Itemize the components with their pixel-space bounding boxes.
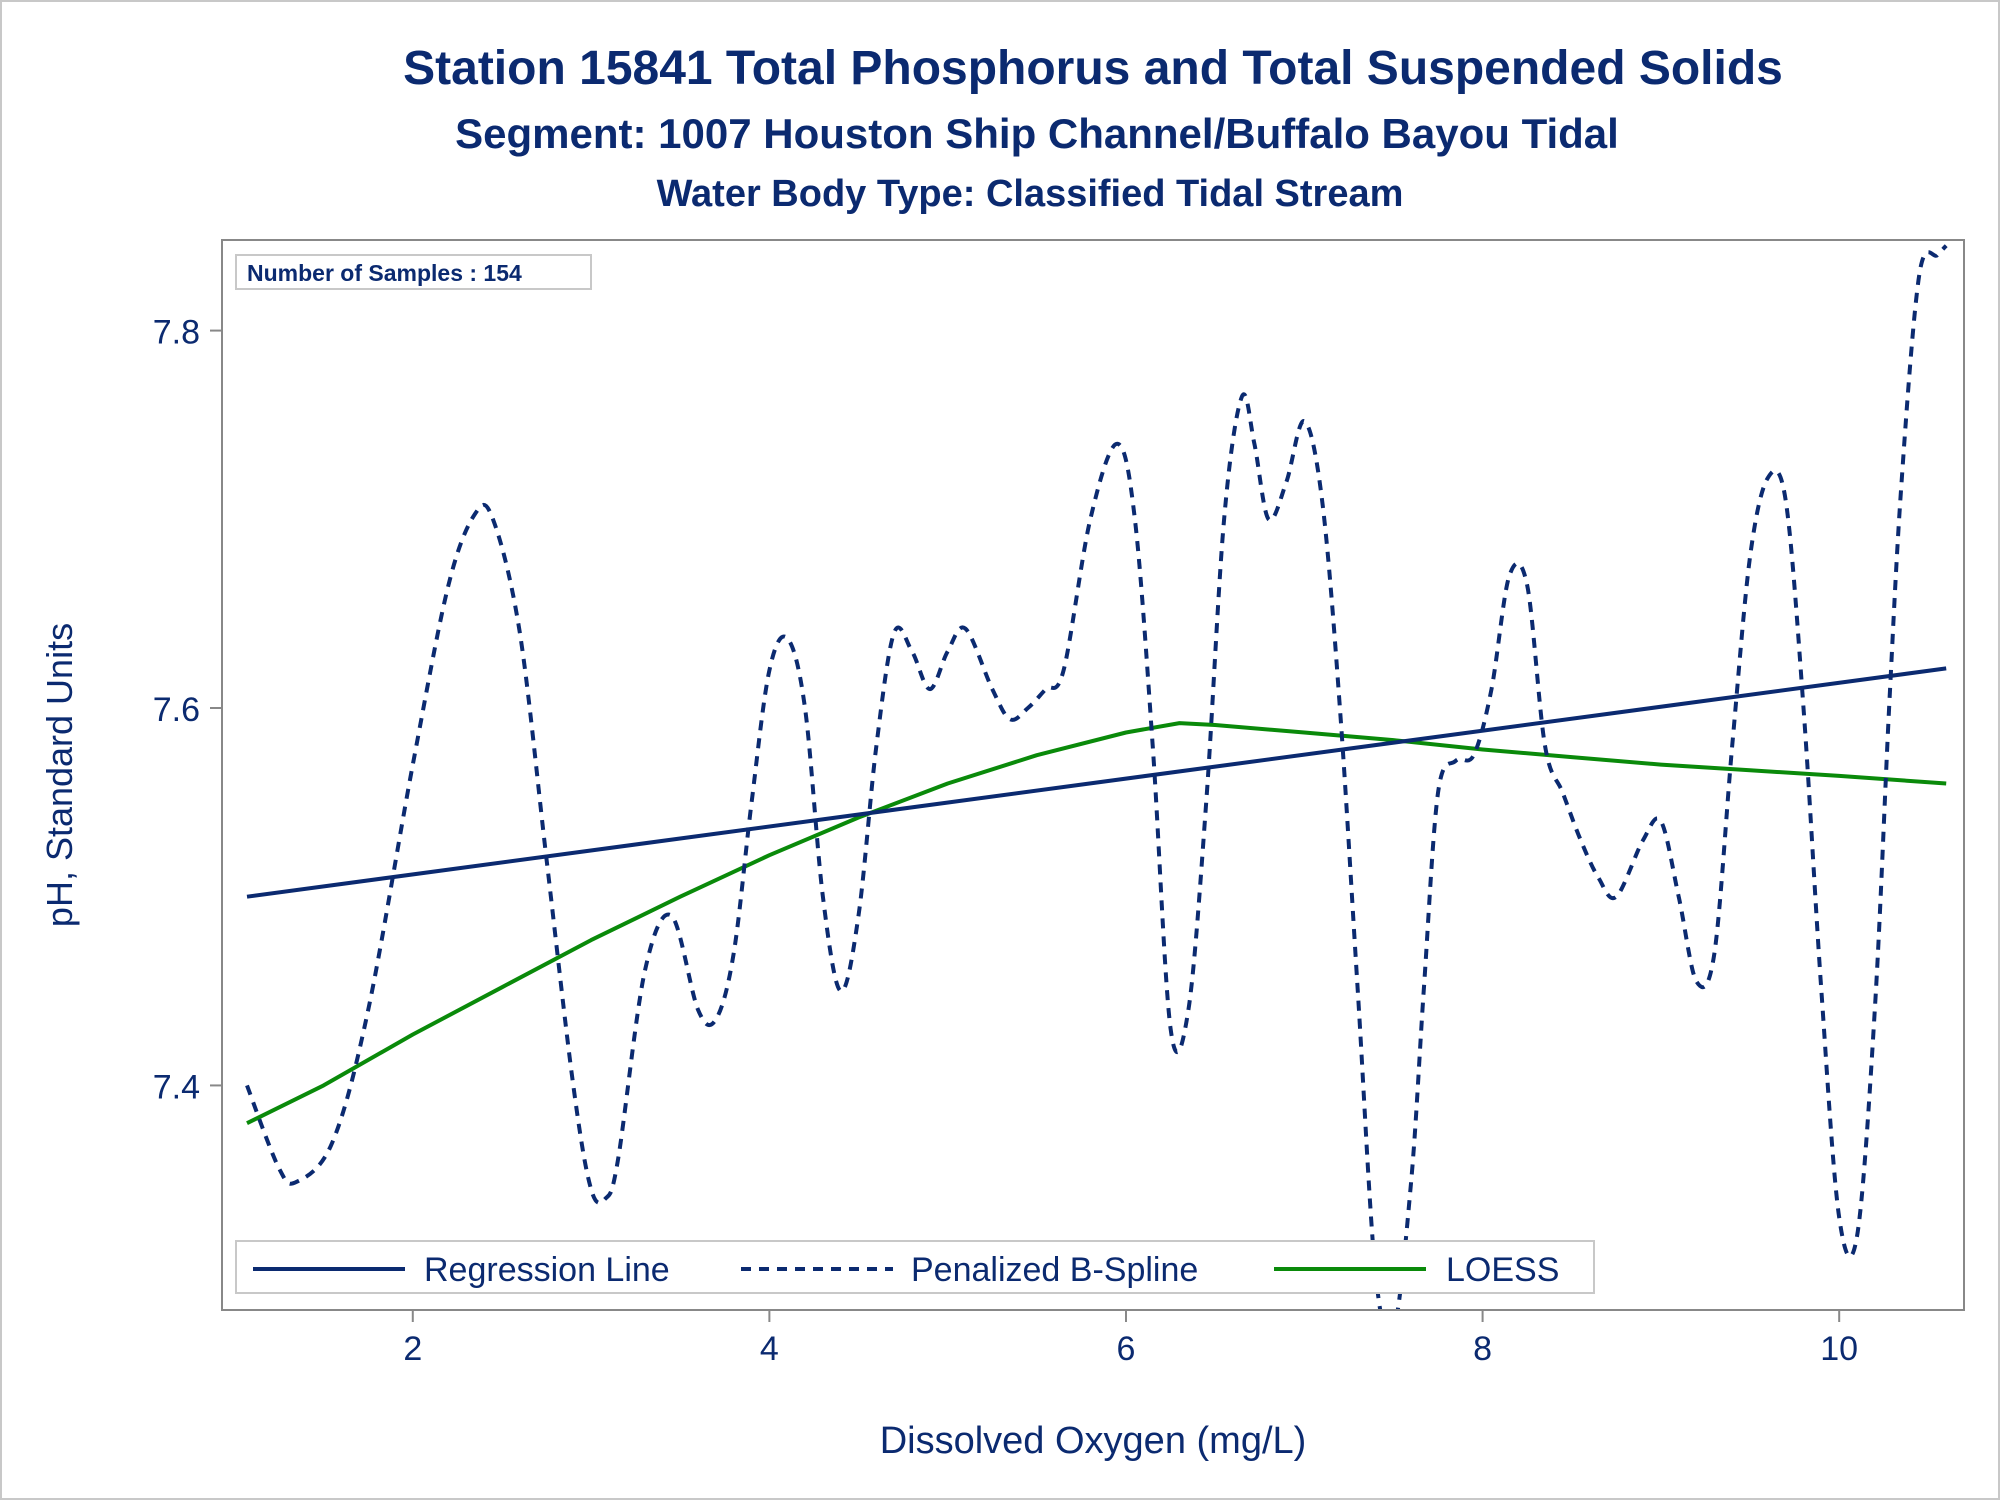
x-tick-label: 8 [1473,1330,1492,1368]
y-tick-label: 7.6 [153,691,200,729]
x-axis: 2 4 6 8 10 [403,1310,1858,1368]
sample-count-box: Number of Samples : 154 [235,254,592,290]
series-layer [245,244,1948,1309]
y-tick-label: 7.4 [153,1068,200,1106]
series-line-loess [246,721,1947,1125]
chart-subtitle-water-body: Water Body Type: Classified Tidal Stream [657,173,1404,215]
legend-label-spline: Penalized B-Spline [911,1251,1198,1289]
series-line-regression [246,666,1947,899]
x-tick-label: 10 [1820,1330,1858,1368]
x-tick-label: 2 [403,1330,422,1368]
x-tick-label: 6 [1117,1330,1136,1368]
legend-label-regression: Regression Line [424,1251,670,1289]
series-line-penalized-b-spline [245,244,1948,1309]
chart-title: Station 15841 Total Phosphorus and Total… [403,42,1783,95]
x-axis-label: Dissolved Oxygen (mg/L) [880,1420,1307,1462]
sample-count-label: Number of Samples : 154 [247,260,522,286]
y-tick-label: 7.8 [153,314,200,352]
y-axis-label: pH, Standard Units [39,623,80,927]
x-tick-label: 4 [760,1330,779,1368]
legend: Regression Line Penalized B-Spline LOESS [235,1240,1595,1294]
y-axis: 7.4 7.6 7.8 [153,314,222,1106]
chart-subtitle-segment: Segment: 1007 Houston Ship Channel/Buffa… [455,110,1619,157]
legend-label-loess: LOESS [1446,1251,1559,1289]
plot-area-border [221,239,1965,1311]
